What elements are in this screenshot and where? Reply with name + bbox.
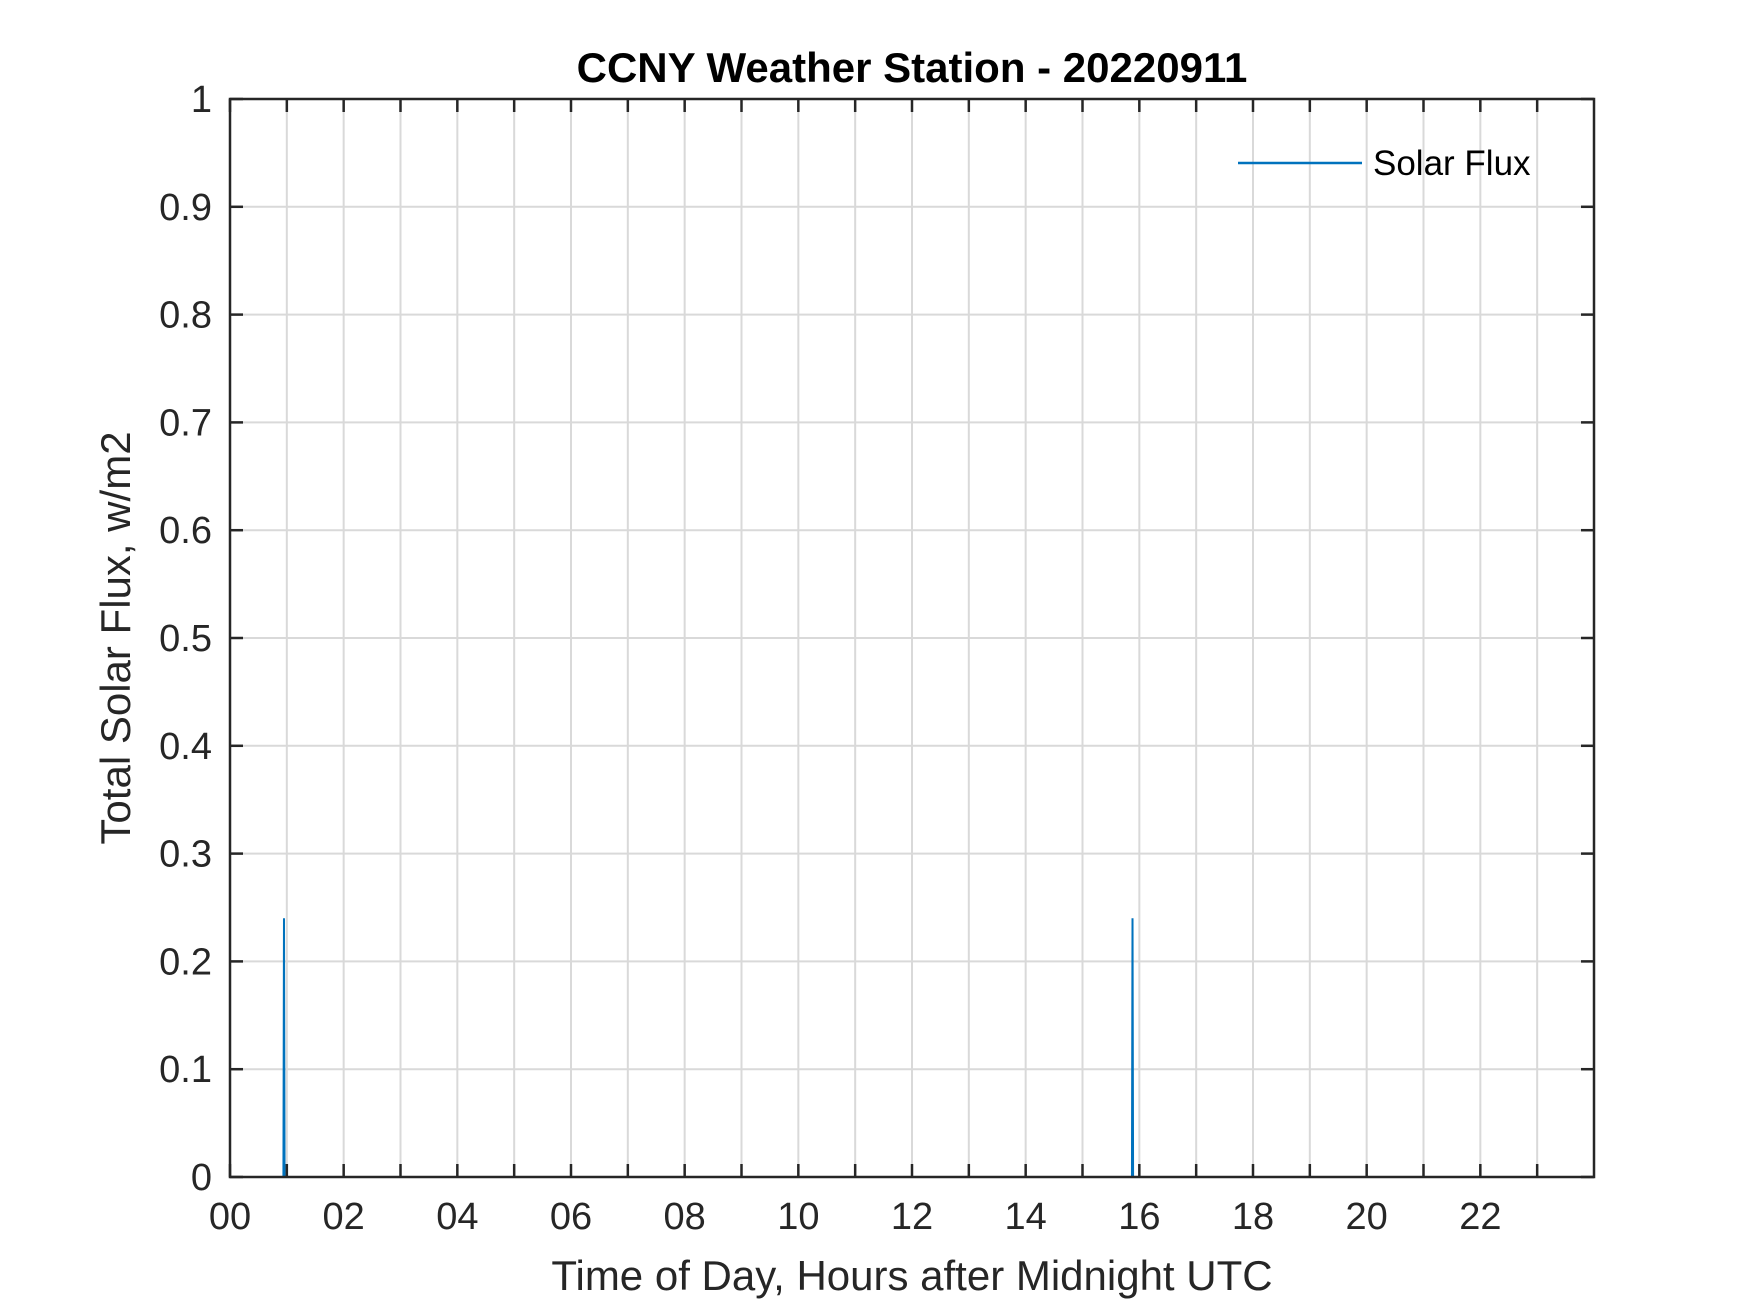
x-tick-label: 14 [1005, 1196, 1047, 1238]
y-tick-label: 0.1 [159, 1049, 212, 1091]
x-tick-label: 22 [1459, 1196, 1501, 1238]
grid [230, 99, 1594, 1177]
x-axis-label: Time of Day, Hours after Midnight UTC [551, 1252, 1272, 1299]
legend-label: Solar Flux [1373, 144, 1531, 183]
y-tick-label: 0.2 [159, 941, 212, 983]
x-tick-label: 12 [891, 1196, 933, 1238]
tick-labels: 00 02 04 06 08 10 12 14 16 18 20 22 0 0.1 0.2 0.3 0.4 0.5… [159, 79, 1501, 1238]
y-tick-label: 1 [191, 79, 212, 121]
x-tick-label: 16 [1118, 1196, 1160, 1238]
x-tick-label: 18 [1232, 1196, 1274, 1238]
y-tick-label: 0.7 [159, 402, 212, 444]
y-tick-label: 0.4 [159, 726, 212, 768]
x-tick-label: 04 [436, 1196, 478, 1238]
y-tick-label: 0.3 [159, 834, 212, 876]
x-tick-label: 00 [209, 1196, 251, 1238]
y-tick-label: 0.6 [159, 510, 212, 552]
x-tick-label: 02 [323, 1196, 365, 1238]
x-tick-label: 20 [1346, 1196, 1388, 1238]
y-tick-label: 0.5 [159, 618, 212, 660]
x-tick-label: 10 [777, 1196, 819, 1238]
x-tick-label: 08 [664, 1196, 706, 1238]
y-axis-label: Total Solar Flux, w/m2 [92, 431, 139, 844]
x-tick-label: 06 [550, 1196, 592, 1238]
y-tick-label: 0.8 [159, 295, 212, 337]
chart-title: CCNY Weather Station - 20220911 [577, 44, 1248, 91]
legend: Solar Flux [1238, 144, 1531, 183]
y-tick-label: 0.9 [159, 187, 212, 229]
y-tick-label: 0 [191, 1157, 212, 1199]
ticks [228, 97, 1594, 1179]
